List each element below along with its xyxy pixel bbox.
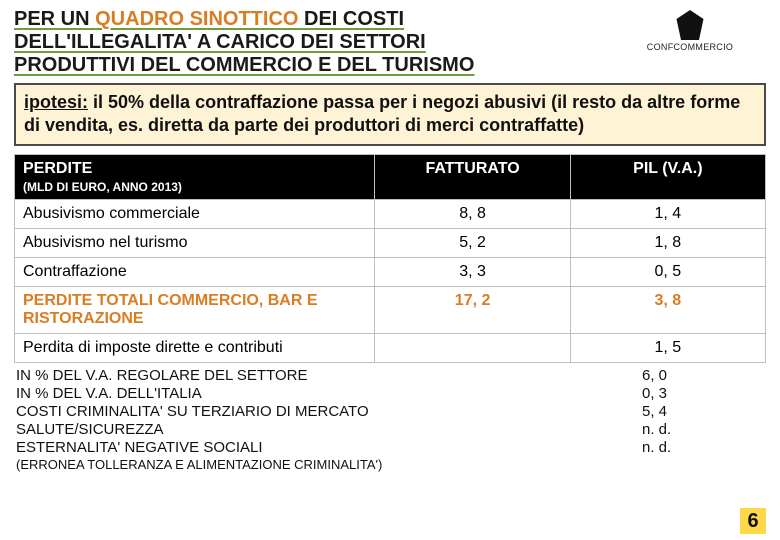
row-fatt: 3, 3 xyxy=(375,258,570,287)
hypothesis-lead: ipotesi: xyxy=(24,92,88,112)
footer-line: IN % DEL V.A. DELL'ITALIA xyxy=(16,385,636,403)
row-label: Abusivismo commerciale xyxy=(15,200,375,229)
footer-line: IN % DEL V.A. REGOLARE DEL SETTORE xyxy=(16,367,636,385)
footer-val: 6, 0 xyxy=(642,367,766,385)
footer-val: 0, 3 xyxy=(642,385,766,403)
hypothesis-text: il 50% della contraffazione passa per i … xyxy=(24,92,740,135)
total-label: PERDITE TOTALI COMMERCIO, BAR E RISTORAZ… xyxy=(15,287,375,334)
eagle-icon xyxy=(675,10,705,40)
total-fatt: 17, 2 xyxy=(375,287,570,334)
footer-note: (ERRONEA TOLLERANZA E ALIMENTAZIONE CRIM… xyxy=(16,457,636,473)
title-pre: PER UN xyxy=(14,8,95,30)
title-post: DEI COSTI xyxy=(298,8,404,30)
losses-table: PERDITE (MLD DI EURO, ANNO 2013) FATTURA… xyxy=(14,154,766,363)
brand-logo: CONFCOMMERCIO xyxy=(620,10,760,52)
title-highlight: QUADRO SINOTTICO xyxy=(95,8,298,30)
row-pil: 0, 5 xyxy=(570,258,765,287)
footer-labels: IN % DEL V.A. REGOLARE DEL SETTORE IN % … xyxy=(14,367,636,473)
footer-val: n. d. xyxy=(642,421,766,439)
footer-val: 5, 4 xyxy=(642,403,766,421)
col-fatturato: FATTURATO xyxy=(375,155,570,200)
row-pil: 1, 4 xyxy=(570,200,765,229)
hypothesis-box: ipotesi: il 50% della contraffazione pas… xyxy=(14,83,766,146)
footer-line: SALUTE/SICUREZZA xyxy=(16,421,636,439)
tax-pil: 1, 5 xyxy=(570,334,765,363)
table-row: Abusivismo commerciale 8, 8 1, 4 xyxy=(15,200,766,229)
col-pil: PIL (V.A.) xyxy=(570,155,765,200)
table-row: Contraffazione 3, 3 0, 5 xyxy=(15,258,766,287)
row-pil: 1, 8 xyxy=(570,229,765,258)
footer-block: IN % DEL V.A. REGOLARE DEL SETTORE IN % … xyxy=(14,367,766,473)
logo-text: CONFCOMMERCIO xyxy=(647,42,733,52)
footer-values: 6, 0 0, 3 5, 4 n. d. n. d. xyxy=(636,367,766,473)
col1-sub: (MLD DI EURO, ANNO 2013) xyxy=(23,180,366,194)
row-label: Abusivismo nel turismo xyxy=(15,229,375,258)
col1-main: PERDITE xyxy=(23,160,92,177)
tax-fatt xyxy=(375,334,570,363)
page-number: 6 xyxy=(740,508,766,534)
table-row-tax: Perdita di imposte dirette e contributi … xyxy=(15,334,766,363)
tax-label: Perdita di imposte dirette e contributi xyxy=(15,334,375,363)
table-row-total: PERDITE TOTALI COMMERCIO, BAR E RISTORAZ… xyxy=(15,287,766,334)
footer-line: COSTI CRIMINALITA' SU TERZIARIO DI MERCA… xyxy=(16,403,636,421)
col-perdite: PERDITE (MLD DI EURO, ANNO 2013) xyxy=(15,155,375,200)
title-line3: PRODUTTIVI DEL COMMERCIO E DEL TURISMO xyxy=(14,54,474,76)
total-pil: 3, 8 xyxy=(570,287,765,334)
footer-line: ESTERNALITA' NEGATIVE SOCIALI xyxy=(16,439,636,457)
row-fatt: 5, 2 xyxy=(375,229,570,258)
footer-val: n. d. xyxy=(642,439,766,457)
title-line2: DELL'ILLEGALITA' A CARICO DEI SETTORI xyxy=(14,31,426,53)
table-row: Abusivismo nel turismo 5, 2 1, 8 xyxy=(15,229,766,258)
row-fatt: 8, 8 xyxy=(375,200,570,229)
row-label: Contraffazione xyxy=(15,258,375,287)
